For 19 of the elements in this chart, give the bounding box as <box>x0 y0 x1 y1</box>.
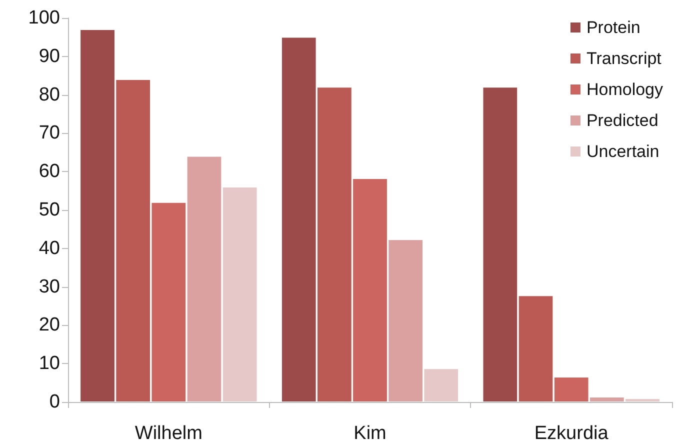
legend-label: Protein <box>586 18 640 37</box>
y-tick-label: 100 <box>28 8 60 28</box>
y-tick-label: 40 <box>38 238 60 259</box>
x-tick-label: Wilhelm <box>134 423 202 443</box>
y-tick-label: 60 <box>38 161 60 182</box>
y-tick-label: 80 <box>38 84 60 106</box>
y-tick-label: 90 <box>38 46 60 67</box>
legend-label: Transcript <box>586 49 662 68</box>
y-tick-label: 10 <box>38 353 60 374</box>
y-tick-label: 20 <box>38 314 60 336</box>
legend-label: Uncertain <box>586 142 660 161</box>
legend-label: Predicted <box>586 111 658 130</box>
y-tick-label: 0 <box>49 392 60 412</box>
x-tick-label: Ezkurdia <box>534 423 609 443</box>
y-tick-label: 50 <box>38 200 60 220</box>
y-tick-label: 70 <box>38 122 60 144</box>
x-tick-label: Kim <box>354 423 386 443</box>
legend-label: Homology <box>586 80 664 99</box>
y-tick-label: 30 <box>38 276 60 298</box>
